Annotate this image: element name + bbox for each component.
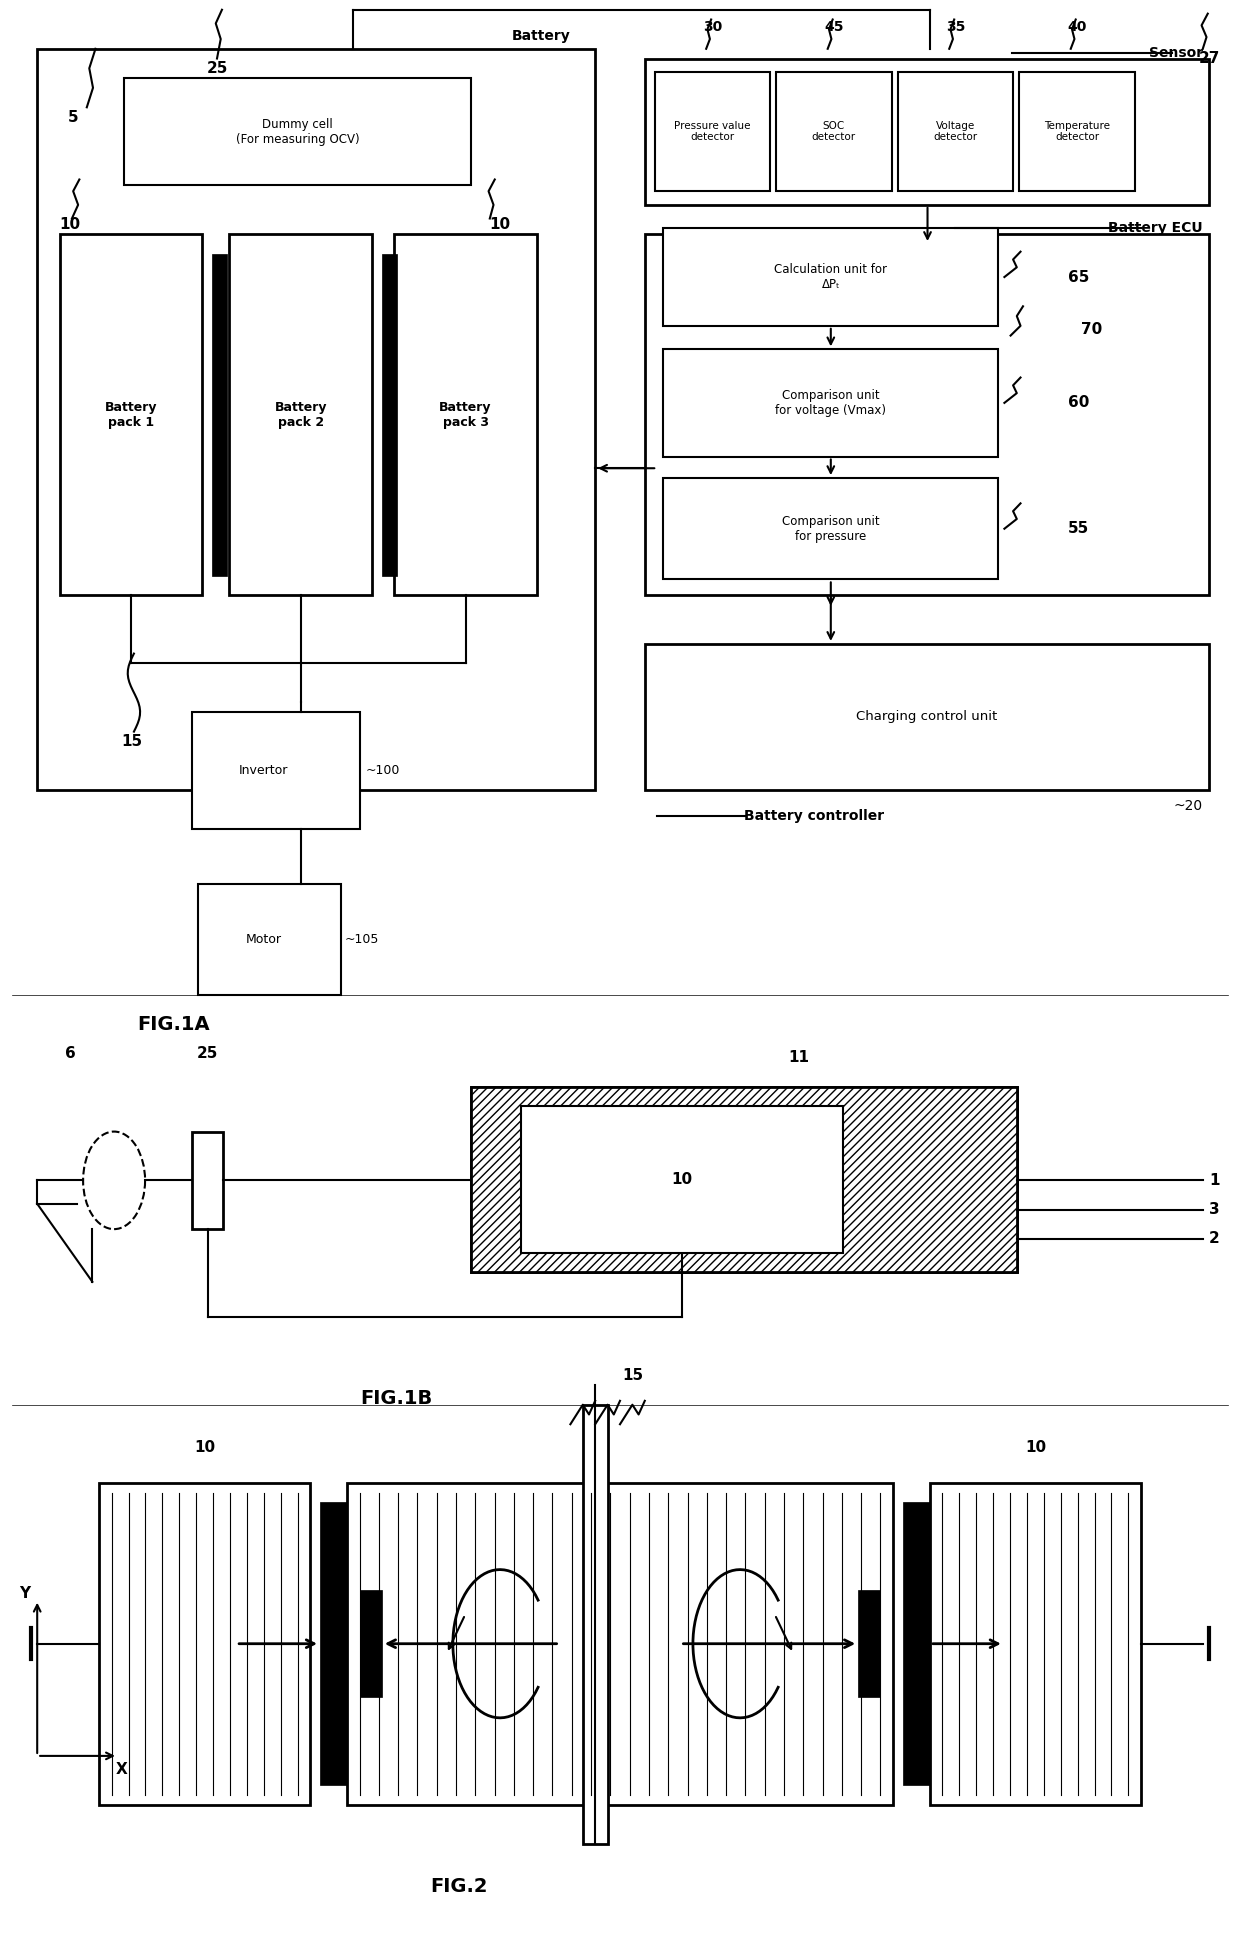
FancyBboxPatch shape [192,712,360,829]
Text: 10: 10 [490,217,511,232]
Text: Battery
pack 3: Battery pack 3 [439,400,492,429]
Text: 10: 10 [60,217,81,232]
Text: 10: 10 [671,1173,693,1186]
Text: Battery ECU: Battery ECU [1109,220,1203,236]
FancyBboxPatch shape [394,234,537,595]
Text: Calculation unit for
ΔPₜ: Calculation unit for ΔPₜ [774,263,888,291]
Text: 15: 15 [122,734,143,749]
Text: 70: 70 [1080,322,1102,338]
Text: SOC
detector: SOC detector [812,121,856,142]
FancyBboxPatch shape [858,1590,880,1697]
Text: Invertor: Invertor [239,765,288,776]
FancyBboxPatch shape [663,228,998,326]
FancyBboxPatch shape [930,1483,1141,1805]
Text: 10: 10 [193,1440,216,1455]
FancyBboxPatch shape [471,1087,1017,1272]
FancyBboxPatch shape [320,1502,347,1785]
Text: 65: 65 [1068,269,1090,285]
FancyBboxPatch shape [471,1087,1017,1272]
Text: 60: 60 [1068,396,1090,410]
Text: Y: Y [20,1586,30,1602]
Text: ~20: ~20 [1174,798,1203,814]
Text: Voltage
detector: Voltage detector [934,121,977,142]
Text: Charging control unit: Charging control unit [857,710,997,724]
Text: Pressure value
detector: Pressure value detector [675,121,750,142]
FancyBboxPatch shape [198,884,341,995]
FancyBboxPatch shape [360,1590,382,1697]
Text: Sensor: Sensor [1148,45,1203,60]
Text: Battery: Battery [512,29,570,43]
Text: Dummy cell
(For measuring OCV): Dummy cell (For measuring OCV) [236,117,360,146]
FancyBboxPatch shape [645,644,1209,790]
Text: FIG.1B: FIG.1B [361,1389,433,1409]
FancyBboxPatch shape [655,72,770,191]
Text: Comparison unit
for pressure: Comparison unit for pressure [782,515,879,542]
FancyBboxPatch shape [99,1483,310,1805]
FancyBboxPatch shape [521,1106,843,1253]
FancyBboxPatch shape [663,349,998,457]
Text: 2: 2 [1209,1231,1220,1247]
FancyBboxPatch shape [229,234,372,595]
FancyBboxPatch shape [898,72,1013,191]
FancyBboxPatch shape [663,478,998,579]
Text: Temperature
detector: Temperature detector [1044,121,1110,142]
Text: 6: 6 [66,1046,76,1061]
FancyBboxPatch shape [645,59,1209,205]
Text: Battery
pack 1: Battery pack 1 [104,400,157,429]
Text: 5: 5 [68,109,79,125]
FancyBboxPatch shape [212,254,227,576]
FancyBboxPatch shape [382,254,397,576]
Text: X: X [115,1762,128,1777]
Text: 10: 10 [1024,1440,1047,1455]
Text: 30: 30 [703,20,722,35]
FancyBboxPatch shape [1019,72,1135,191]
Text: Battery controller: Battery controller [744,808,884,823]
FancyBboxPatch shape [37,49,595,790]
FancyBboxPatch shape [60,234,202,595]
Text: Comparison unit
for voltage (Vmax): Comparison unit for voltage (Vmax) [775,388,887,418]
Text: 25: 25 [197,1046,218,1061]
Text: 3: 3 [1209,1202,1220,1217]
FancyBboxPatch shape [583,1405,608,1844]
FancyBboxPatch shape [645,234,1209,595]
FancyBboxPatch shape [192,1132,223,1229]
FancyBboxPatch shape [124,78,471,185]
Text: ~100: ~100 [366,765,401,776]
Text: Battery
pack 2: Battery pack 2 [274,400,327,429]
Text: 1: 1 [1209,1173,1219,1188]
FancyBboxPatch shape [347,1483,893,1805]
Text: 25: 25 [206,60,228,76]
Text: 27: 27 [1198,51,1220,66]
FancyBboxPatch shape [776,72,892,191]
Text: 35: 35 [946,20,965,35]
Text: Motor: Motor [246,933,281,946]
FancyBboxPatch shape [903,1502,930,1785]
Text: 45: 45 [825,20,843,35]
Text: FIG.2: FIG.2 [430,1877,487,1896]
Text: 55: 55 [1068,521,1090,537]
Text: 11: 11 [789,1050,808,1065]
Text: ~105: ~105 [345,933,379,946]
Text: 40: 40 [1068,20,1086,35]
Text: FIG.1A: FIG.1A [138,1015,210,1034]
Text: 15: 15 [621,1368,644,1383]
